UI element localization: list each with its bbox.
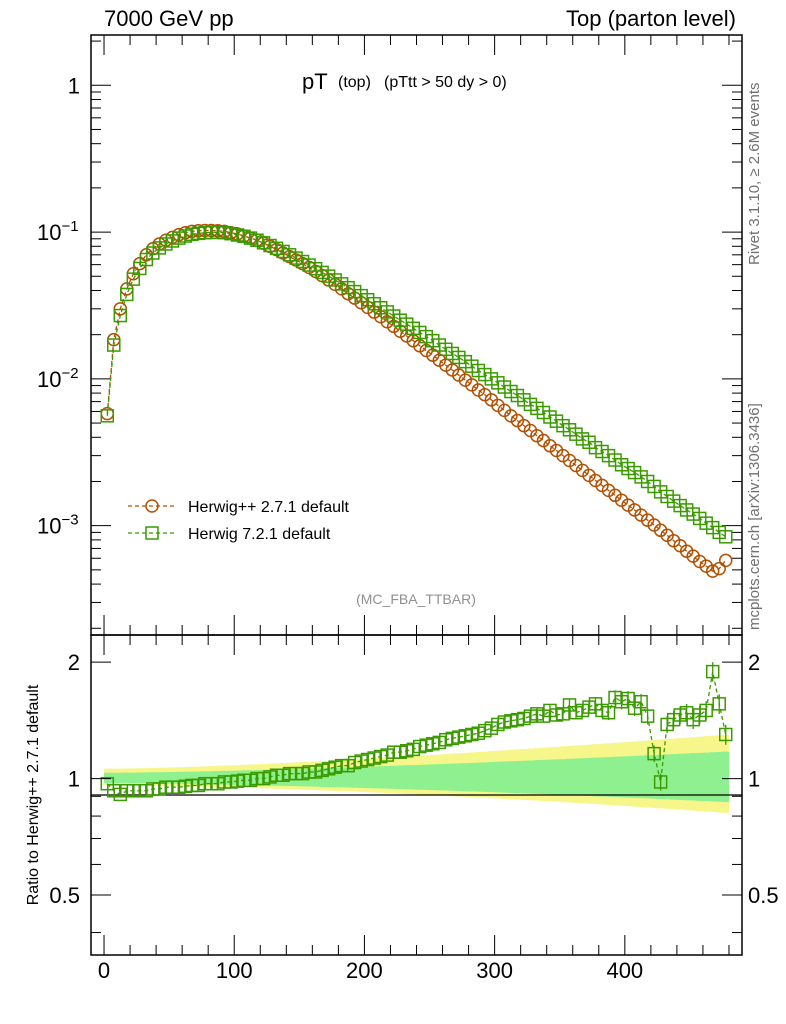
ratio-y-tick-label: 1 [68,767,80,792]
ratio-uncertainty-bands [104,734,729,813]
process-label: Top (parton level) [566,6,736,31]
legend: Herwig++ 2.7.1 default Herwig 7.2.1 defa… [128,499,350,543]
legend-label-herwig7: Herwig 7.2.1 default [188,526,331,543]
main-series-layer [100,223,733,578]
x-tick-label: 200 [346,958,383,983]
mcplots-reference-label: mcplots.cern.ch [arXiv:1306.3436] [746,403,763,630]
ratio-data-point [718,727,733,742]
ratio-inner-band [104,751,729,803]
x-tick-label: 400 [606,958,643,983]
y-tick-label: 10−2 [37,365,79,392]
y-tick-label: 1 [68,73,80,98]
main-axes: 1 10−1 10−2 10−3 [37,35,742,635]
analysis-tag: (MC_FBA_TTBAR) [356,591,476,607]
ratio-y-tick-label-right: 1 [748,767,760,792]
ratio-data-point [705,664,720,679]
ratio-y-tick-label: 0.5 [49,883,80,908]
data-point [718,530,733,544]
ratio-y-tick-label-right: 0.5 [748,883,779,908]
main-panel: 1 10−1 10−2 10−3 pT (top) (pTtt > 50 dy > 0… [37,34,743,636]
data-point [712,561,726,576]
ratio-y-axis-label: Ratio to Herwig++ 2.7.1 default [25,684,42,905]
ratio-y-tick-label-right: 2 [748,650,760,675]
main-title-cut: (pTtt > 50 dy > 0) [384,74,507,91]
legend-marker-herwigpp [145,499,159,513]
ratio-y-tick-label: 2 [68,650,80,675]
rivet-version-label: Rivet 3.1.10, ≥ 2.6M events [746,82,763,266]
x-tick-label: 0 [98,958,110,983]
y-tick-label: 10−3 [37,512,79,539]
legend-marker-herwig7 [145,526,159,540]
main-title: pT [302,69,328,94]
data-point [120,287,134,302]
ratio-data-point [634,694,648,709]
main-title-small: (top) [338,74,371,91]
data-point [113,308,128,323]
data-point [705,564,720,578]
legend-label-herwigpp: Herwig++ 2.7.1 default [188,499,350,516]
x-tick-label: 300 [476,958,513,983]
ratio-data-point [653,775,668,789]
beam-label: 7000 GeV pp [104,6,234,31]
ratio-data-point [640,709,655,723]
series-line-herwigpp [106,229,727,572]
ratio-data-point [647,746,661,761]
series-line-herwig7 [106,231,727,538]
ratio-panel: 0.5 0.5 1 1 2 2 0 100 200 300 400 Ratio to Herwig+… [25,634,779,983]
ratio-axes: 0.5 0.5 1 1 2 2 0 100 200 300 400 [49,635,779,983]
ratio-data-point [712,697,726,711]
ratio-series-layer [100,662,733,802]
y-tick-label: 10−1 [37,218,79,245]
data-point [100,409,115,423]
data-point [718,553,733,568]
ratio-data-point [699,703,713,718]
ratio-data-point [601,705,616,720]
x-tick-label: 100 [216,958,253,983]
data-point [107,338,121,352]
